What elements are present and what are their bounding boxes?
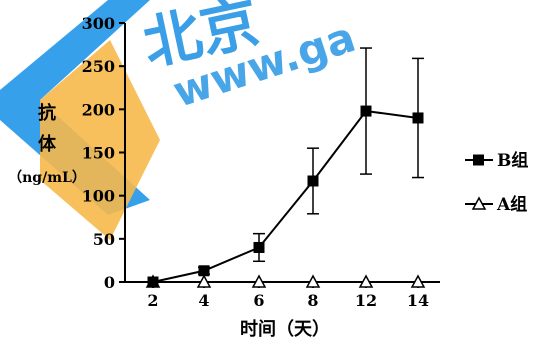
y-tick-label: 250: [82, 57, 115, 76]
y-axis-title-line2: 体: [38, 133, 57, 155]
y-tick-label: 100: [82, 187, 115, 206]
y-axis-title-line1: 抗: [38, 102, 56, 124]
watermark-chevron-orange: [40, 40, 160, 240]
x-tick-label: 14: [407, 291, 429, 310]
legend: B组 A组: [465, 150, 528, 215]
plot-area: [145, 47, 426, 288]
legend-label: A组: [496, 194, 527, 215]
data-point-a: [410, 274, 426, 288]
x-tick-label: 8: [307, 291, 318, 310]
y-tick-label: 0: [104, 273, 115, 292]
x-tick-label: 4: [198, 291, 209, 310]
data-point-a: [251, 274, 267, 288]
legend-label: B组: [497, 150, 528, 171]
y-tick-label: 200: [82, 100, 115, 119]
y-tick-label: 150: [82, 144, 115, 163]
data-point-b: [307, 175, 319, 187]
legend-marker-b: [473, 154, 484, 166]
y-tick-label: 50: [93, 230, 115, 249]
x-tick-label: 6: [253, 291, 264, 310]
y-tick-label: 300: [82, 14, 115, 33]
legend-marker-a: [471, 196, 487, 210]
data-point-a: [305, 274, 321, 288]
data-point-b: [360, 105, 372, 117]
data-point-b: [412, 112, 424, 124]
x-tick-label: 12: [355, 291, 377, 310]
x-tick-label: 2: [147, 291, 158, 310]
data-point-a: [358, 274, 374, 288]
x-axis-title: 时间（天）: [240, 319, 330, 340]
data-point-b: [253, 241, 265, 253]
data-point-b: [198, 265, 210, 277]
data-point-b: [147, 276, 159, 288]
y-axis-title: 抗 体 （ng/mL）: [8, 102, 86, 186]
data-point-a: [196, 274, 212, 288]
y-axis-title-unit: （ng/mL）: [8, 170, 86, 186]
series-line-b: [152, 109, 419, 283]
